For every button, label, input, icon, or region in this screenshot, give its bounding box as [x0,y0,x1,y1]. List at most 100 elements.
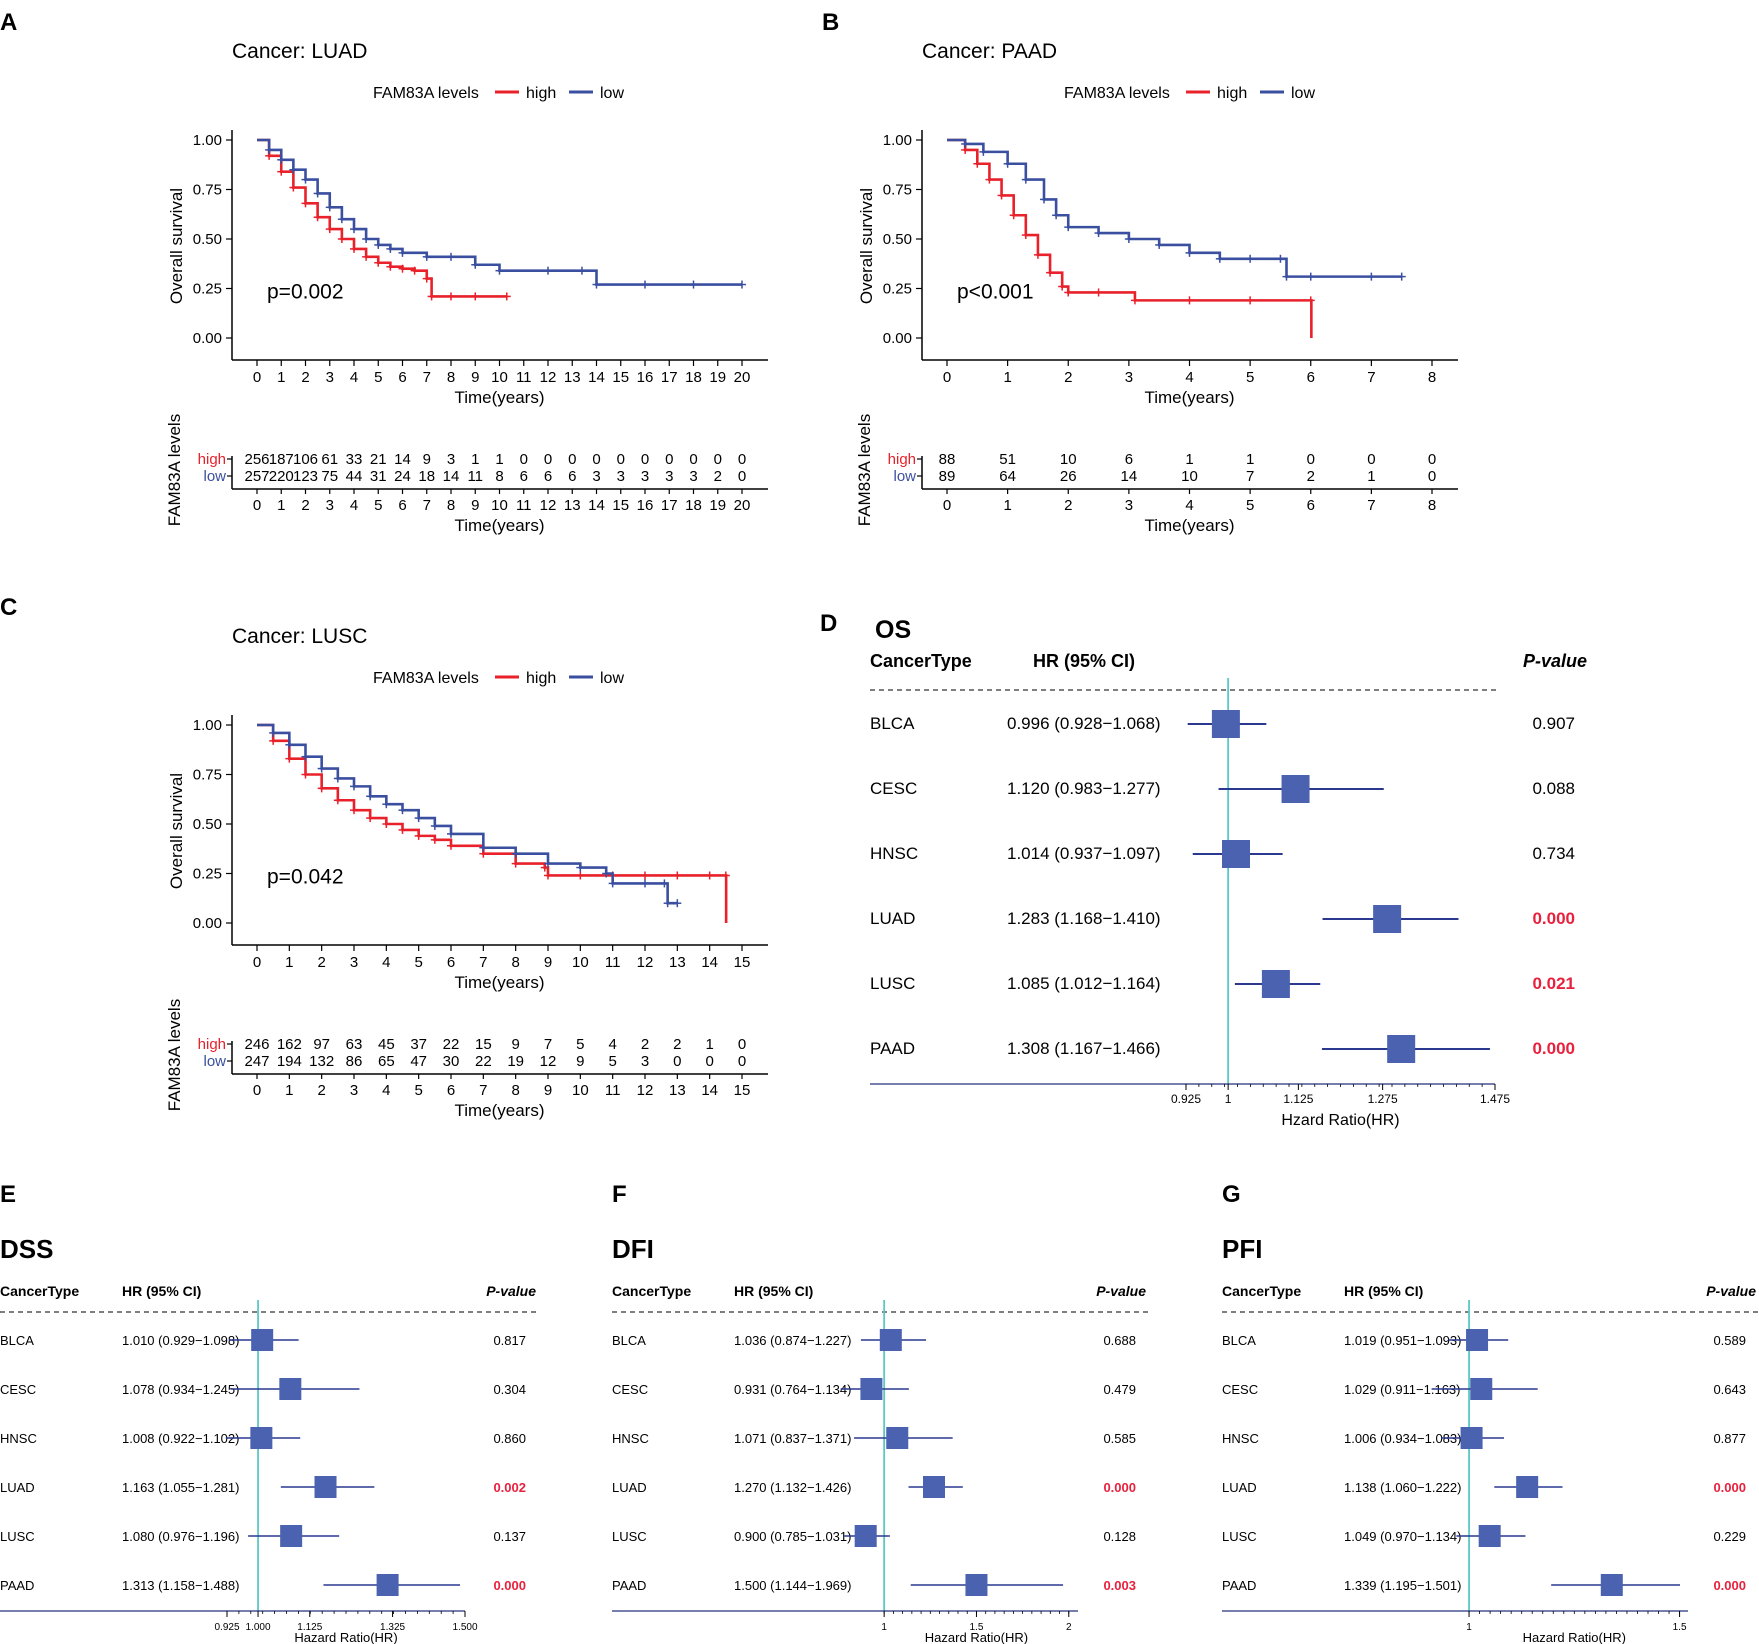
hr-box [1211,710,1240,738]
risk-count-low: 0 [738,1053,746,1070]
risk-count-low: 220 [269,468,294,485]
risk-x-tick-label: 8 [511,1082,519,1099]
x-tick-label: 1.125 [297,1622,322,1633]
risk-x-axis-label: Time(years) [1144,516,1234,535]
row-hr-ci: 1.283 (1.168−1.410) [1007,909,1161,928]
x-tick-label: 13 [564,369,581,386]
row-hr-ci: 1.019 (0.951−1.093) [1344,1333,1461,1348]
row-cancer-type: HNSC [1222,1431,1259,1446]
x-axis-label: Hazard Ratio(HR) [1523,1630,1626,1644]
row-cancer-type: CESC [612,1382,648,1397]
risk-count-low: 86 [346,1053,363,1070]
x-axis-label: Hazard Ratio(HR) [294,1630,397,1644]
y-axis-label: Overall survival [167,773,186,889]
risk-count-low: 0 [673,1053,681,1070]
y-tick-label: 0.75 [193,767,222,784]
risk-count-high: 0 [738,1036,746,1053]
hr-box [886,1427,909,1449]
hr-box [280,1525,303,1547]
risk-count-low: 18 [418,468,435,485]
risk-x-tick-label: 4 [382,1082,390,1099]
p-value: p<0.001 [957,280,1034,303]
row-p-value: 0.003 [1103,1578,1136,1593]
y-tick-label: 0.25 [193,866,222,883]
risk-count-high: 4 [608,1036,616,1053]
header-p-value: P-value [486,1283,536,1299]
risk-count-low: 44 [346,468,363,485]
risk-y-axis-label: FAM83A levels [165,999,184,1111]
risk-x-tick-label: 13 [564,497,581,514]
risk-x-tick-label: 14 [588,497,605,514]
risk-x-tick-label: 11 [516,497,532,514]
panel-letter: G [1222,1181,1241,1208]
risk-count-high: 15 [475,1036,492,1053]
risk-x-tick-label: 5 [1246,497,1254,514]
risk-count-high: 0 [544,451,552,468]
legend-title: FAM83A levels [373,670,479,687]
risk-count-high: 162 [277,1036,302,1053]
x-tick-label: 13 [669,954,686,971]
row-p-value: 0.304 [493,1382,526,1397]
km-curve-low [947,138,1402,278]
row-hr-ci: 0.931 (0.764−1.134) [734,1382,851,1397]
risk-count-low: 123 [293,468,318,485]
row-cancer-type: LUAD [612,1480,647,1495]
x-tick-label: 7 [423,369,431,386]
risk-count-high: 0 [617,451,625,468]
risk-count-high: 1 [495,451,503,468]
hr-box [1261,970,1290,998]
y-tick-label: 1.00 [883,132,912,149]
row-p-value: 0.000 [1103,1480,1136,1495]
x-tick-label: 1.325 [380,1622,405,1633]
x-tick-label: 19 [709,369,726,386]
risk-count-low: 6 [568,468,576,485]
x-tick-label: 14 [588,369,605,386]
x-tick-label: 17 [661,369,678,386]
risk-count-low: 22 [475,1053,492,1070]
row-p-value: 0.000 [1713,1578,1746,1593]
row-p-value: 0.817 [493,1333,526,1348]
row-p-value: 0.585 [1103,1431,1136,1446]
row-cancer-type: BLCA [1222,1333,1256,1348]
y-tick-label: 0.25 [883,281,912,298]
risk-count-low: 26 [1060,468,1077,485]
risk-count-low: 10 [1181,468,1198,485]
x-tick-label: 2 [317,954,325,971]
x-tick-label: 6 [398,369,406,386]
risk-count-high: 0 [1367,451,1375,468]
y-tick-label: 1.00 [193,717,222,734]
legend-title: FAM83A levels [373,85,479,102]
row-hr-ci: 1.120 (0.983−1.277) [1007,779,1161,798]
row-cancer-type: HNSC [870,844,918,863]
risk-count-high: 0 [1428,451,1436,468]
risk-x-tick-label: 6 [398,497,406,514]
legend-high-label: high [1217,85,1247,102]
y-tick-label: 0.25 [193,281,222,298]
risk-x-tick-label: 12 [637,1082,654,1099]
x-tick-label: 1 [285,954,293,971]
risk-label-low: low [893,468,916,485]
risk-count-low: 6 [544,468,552,485]
forest-panel-e: E DSS CancerType HR (95% CI) P-value BLCA 1.01… [0,1181,540,1644]
risk-x-tick-label: 6 [1307,497,1315,514]
risk-x-tick-label: 8 [447,497,455,514]
p-value: p=0.002 [267,280,344,303]
row-p-value: 0.479 [1103,1382,1136,1397]
x-tick-label: 2 [1064,369,1072,386]
risk-x-tick-label: 17 [661,497,678,514]
row-p-value: 0.021 [1532,974,1575,993]
x-tick-label: 9 [544,954,552,971]
risk-count-high: 9 [423,451,431,468]
row-cancer-type: PAAD [1222,1578,1256,1593]
risk-count-low: 2 [714,468,722,485]
x-tick-label: 1 [277,369,285,386]
risk-x-tick-label: 5 [374,497,382,514]
risk-count-high: 33 [346,451,363,468]
risk-count-low: 247 [244,1053,269,1070]
risk-count-low: 14 [1121,468,1138,485]
risk-x-tick-label: 7 [479,1082,487,1099]
x-tick-label: 6 [447,954,455,971]
legend-low-label: low [1291,85,1315,102]
hr-box [879,1329,902,1351]
